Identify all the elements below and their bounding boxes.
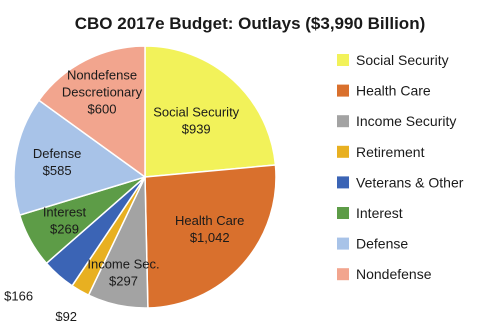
legend-swatch	[337, 84, 349, 97]
slice-labels: Social Security $939 Health Care $1,042 Inco…	[4, 68, 244, 321]
legend-label: Health Care	[356, 83, 431, 99]
legend-item-health-care: Health Care	[337, 83, 431, 99]
legend-item-interest: Interest	[337, 205, 403, 221]
legend-swatch	[337, 145, 349, 158]
legend-label: Interest	[356, 205, 403, 221]
slice-label-retirement: $92	[55, 309, 77, 321]
legend-item-income-security: Income Security	[337, 113, 456, 129]
legend-item-social-security: Social Security	[337, 52, 449, 68]
slice-label-defense: Defense $585	[33, 146, 81, 178]
legend-swatch	[337, 54, 349, 66]
slice-label-nondefense: Nondefense Descretionary $600	[62, 68, 143, 117]
pie-slice-defense	[13, 99, 147, 217]
legend: Social Security Health Care Income Securit…	[337, 52, 464, 282]
slice-label-social-security: Social Security $939	[153, 104, 239, 136]
legend-item-defense: Defense	[337, 236, 408, 252]
legend-swatch	[337, 176, 349, 189]
legend-swatch	[337, 268, 349, 281]
slice-label-health-care: Health Care $1,042	[175, 213, 244, 245]
legend-label: Income Security	[356, 113, 456, 129]
slice-label-income-security: Income Sec. $297	[87, 256, 159, 288]
legend-swatch	[337, 207, 349, 219]
legend-label: Retirement	[356, 144, 425, 160]
legend-label: Veterans & Other	[356, 174, 464, 190]
slice-label-veterans-other: $166	[4, 288, 33, 303]
pie-slice-nondefense	[37, 45, 146, 179]
legend-item-retirement: Retirement	[337, 144, 425, 160]
pie-slice-health-care	[144, 164, 277, 309]
legend-label: Social Security	[356, 52, 449, 68]
chart-title: CBO 2017e Budget: Outlays ($3,990 Billio…	[75, 14, 425, 33]
slice-label-interest: Interest $269	[43, 204, 87, 236]
legend-item-veterans-other: Veterans & Other	[337, 174, 464, 190]
legend-label: Defense	[356, 236, 408, 252]
pie-slice-social-security	[144, 45, 277, 178]
legend-swatch	[337, 115, 349, 128]
legend-item-nondefense: Nondefense	[337, 266, 432, 282]
legend-swatch	[337, 237, 349, 250]
pie-slices	[13, 45, 277, 309]
legend-label: Nondefense	[356, 266, 432, 282]
